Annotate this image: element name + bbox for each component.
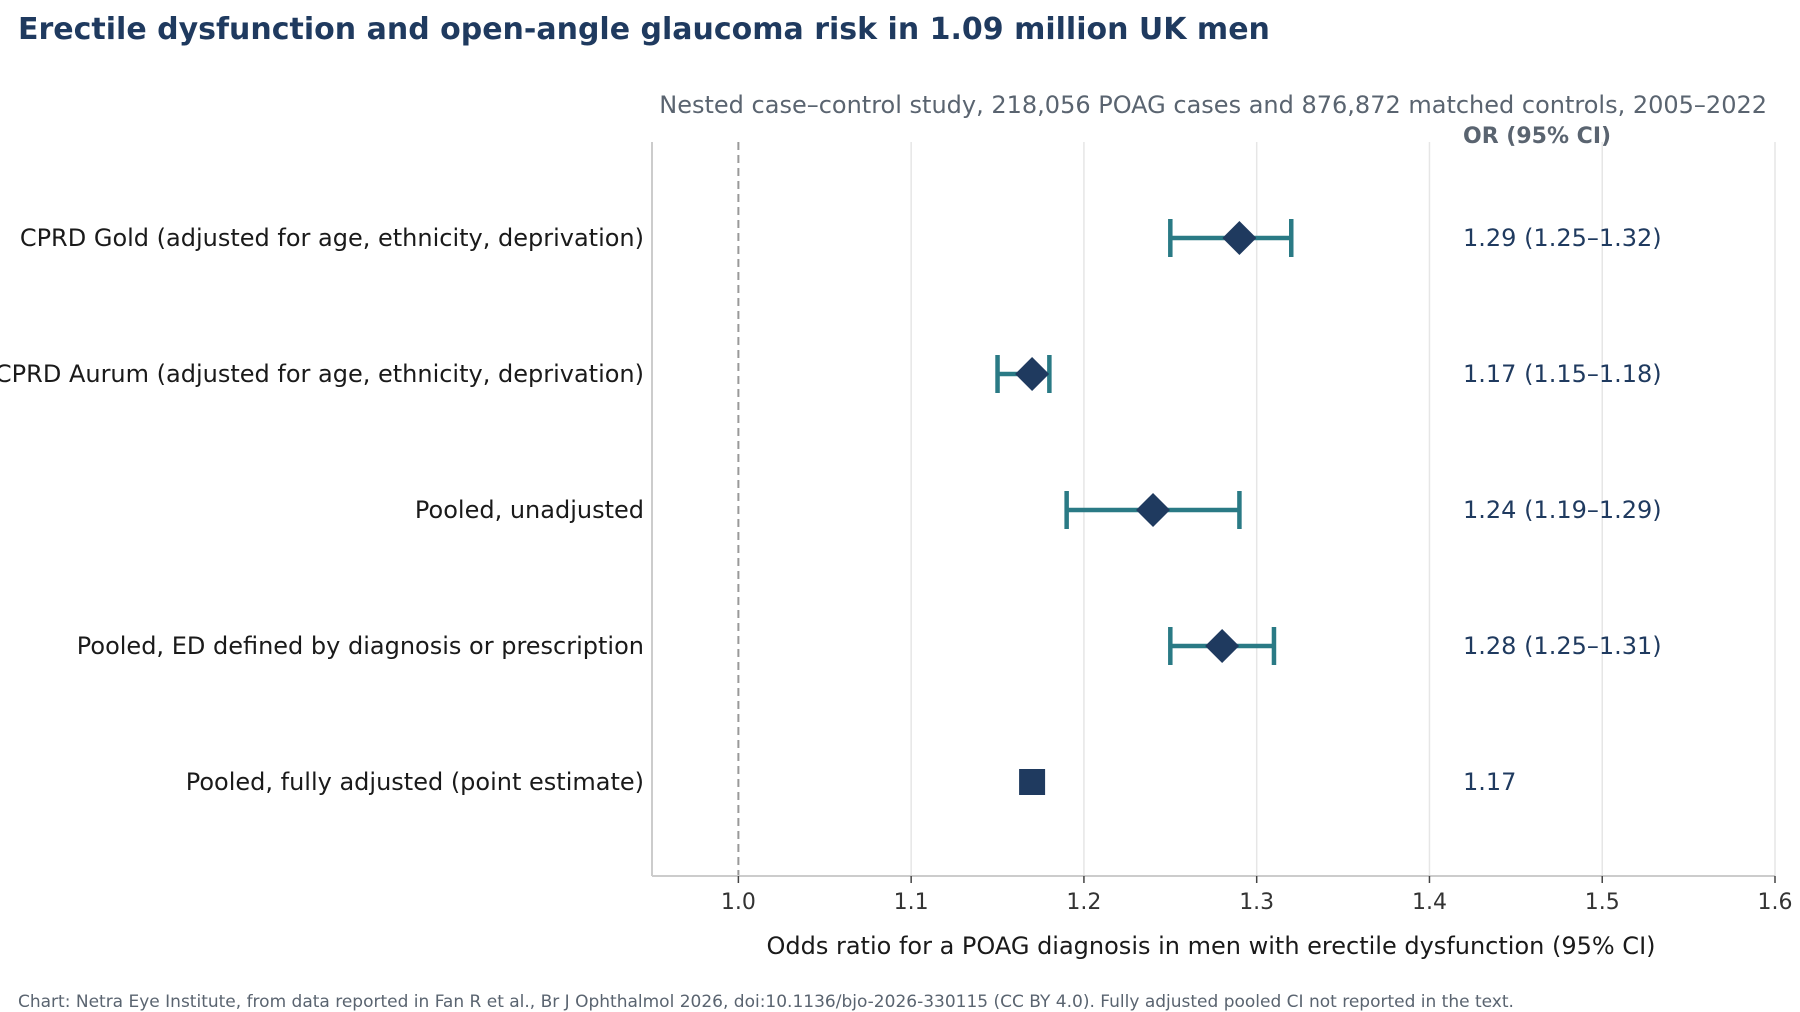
- row-label: Pooled, ED defined by diagnosis or presc…: [77, 632, 644, 660]
- x-tick-label: 1.0: [721, 890, 756, 915]
- chart-subtitle: Nested case–control study, 218,056 POAG …: [659, 91, 1767, 119]
- row-label: CPRD Aurum (adjusted for age, ethnicity,…: [0, 360, 644, 388]
- x-tick-label: 1.4: [1412, 890, 1447, 915]
- point-estimate-diamond: [1222, 221, 1257, 255]
- row-label: Pooled, fully adjusted (point estimate): [186, 768, 644, 796]
- or-ci-value: 1.29 (1.25–1.32): [1463, 224, 1662, 252]
- or-ci-value: 1.28 (1.25–1.31): [1463, 632, 1662, 660]
- or-column-header: OR (95% CI): [1463, 124, 1611, 149]
- or-ci-value: 1.17: [1463, 768, 1516, 796]
- chart-title: Erectile dysfunction and open-angle glau…: [18, 12, 1270, 47]
- x-tick-label: 1.3: [1239, 890, 1274, 915]
- x-axis-label: Odds ratio for a POAG diagnosis in men w…: [766, 932, 1655, 960]
- x-tick-label: 1.1: [894, 890, 929, 915]
- chart-footnote: Chart: Netra Eye Institute, from data re…: [18, 992, 1514, 1012]
- point-estimate-diamond: [1015, 357, 1050, 391]
- x-tick-label: 1.5: [1585, 890, 1620, 915]
- or-ci-value: 1.24 (1.19–1.29): [1463, 496, 1662, 524]
- or-ci-value: 1.17 (1.15–1.18): [1463, 360, 1662, 388]
- point-estimate-diamond: [1205, 629, 1240, 663]
- row-label: CPRD Gold (adjusted for age, ethnicity, …: [20, 224, 644, 252]
- point-estimate-square: [1019, 769, 1046, 795]
- point-estimate-diamond: [1136, 493, 1171, 527]
- x-tick-label: 1.2: [1066, 890, 1101, 915]
- row-label: Pooled, unadjusted: [415, 496, 644, 524]
- x-tick-label: 1.6: [1758, 890, 1793, 915]
